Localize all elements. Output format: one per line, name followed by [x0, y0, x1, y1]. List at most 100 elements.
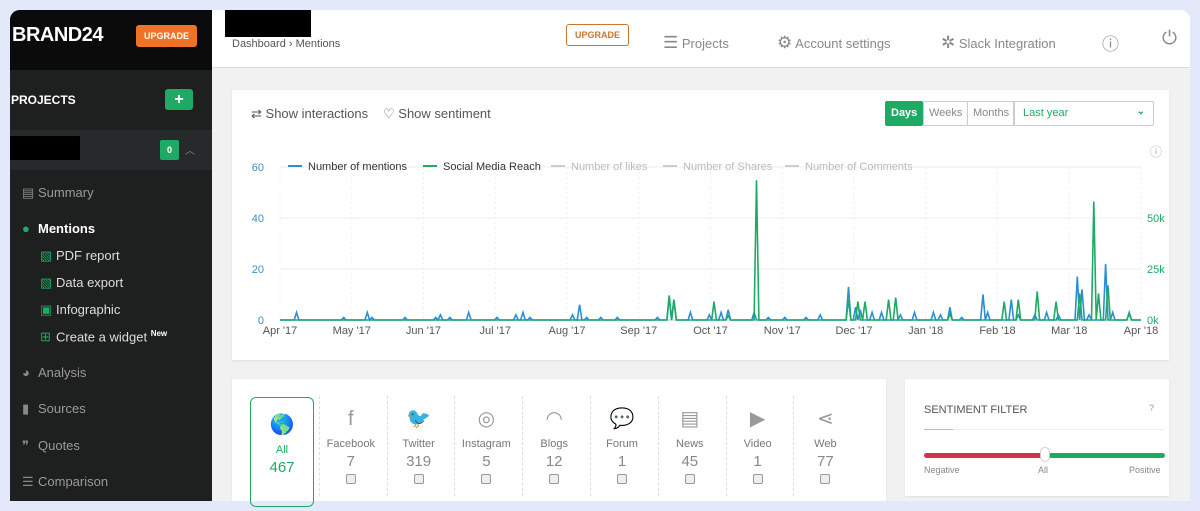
- source-count: 77: [817, 453, 834, 470]
- youtube-icon: ▶: [749, 408, 766, 430]
- source-count: 467: [269, 459, 295, 476]
- help-icon[interactable]: ⓘ: [1102, 35, 1119, 54]
- source-count: 5: [482, 453, 491, 470]
- divider: [522, 396, 524, 496]
- divider: [924, 429, 1164, 430]
- sentiment-slider-handle[interactable]: [1039, 447, 1050, 462]
- chevron-up-icon[interactable]: ︿: [185, 146, 195, 157]
- pdf-icon: ▧: [40, 248, 53, 263]
- account-settings-link[interactable]: ⚙ Account settings: [777, 33, 891, 52]
- source-checkbox[interactable]: [481, 474, 492, 484]
- all-label: All: [1038, 465, 1049, 475]
- source-web[interactable]: ⋖ Web 77: [792, 408, 858, 484]
- source-forum[interactable]: 💬 Forum 1: [589, 408, 655, 484]
- divider: [386, 396, 388, 496]
- source-label: News: [676, 438, 704, 450]
- source-instagram[interactable]: ◎ Instagram 5: [453, 408, 519, 484]
- sidebar-item-sources[interactable]: ▮ Sources: [22, 401, 86, 416]
- source-label: Forum: [606, 438, 638, 450]
- gear-icon: ⚙: [777, 33, 793, 52]
- source-label: All: [275, 444, 289, 456]
- list-icon: ☰: [22, 474, 34, 489]
- sidebar-item-comparison[interactable]: ☰ Comparison: [22, 474, 109, 489]
- source-count: 7: [346, 453, 355, 470]
- sidebar-item-create-widget[interactable]: ⊞ Create a widget New: [40, 329, 168, 345]
- sidebar-item-data-export[interactable]: ▧ Data export: [40, 275, 124, 290]
- source-count: 319: [406, 453, 432, 470]
- sentiment-title: SENTIMENT FILTER: [924, 404, 1028, 416]
- sidebar-item-infographic[interactable]: ▣ Infographic: [40, 302, 121, 317]
- show-sentiment-toggle[interactable]: ♡ Show sentiment: [383, 106, 491, 121]
- divider: [454, 396, 456, 496]
- source-label: Web: [814, 438, 837, 450]
- source-checkbox[interactable]: [820, 474, 831, 484]
- source-checkbox[interactable]: [345, 474, 356, 484]
- sidebar-item-mentions[interactable]: ● Mentions: [22, 221, 96, 236]
- source-count: 1: [753, 453, 762, 470]
- briefcase-icon: ▮: [22, 401, 30, 416]
- facebook-icon: f: [348, 408, 354, 430]
- breadcrumb: Dashboard › Mentions: [232, 38, 341, 50]
- brand-logo[interactable]: BRAND24: [12, 24, 103, 46]
- newspaper-icon: ▤: [680, 408, 700, 430]
- days-button[interactable]: Days: [885, 101, 924, 126]
- instagram-icon: ◎: [477, 408, 496, 430]
- upgrade-button[interactable]: UPGRADE: [136, 25, 198, 47]
- globe-icon: 🌎: [269, 414, 295, 436]
- negative-label: Negative: [924, 465, 960, 475]
- puzzle-gear-icon: ✲: [941, 33, 956, 52]
- divider: [725, 396, 727, 496]
- weeks-button[interactable]: Weeks: [923, 101, 969, 126]
- source-checkbox[interactable]: [617, 474, 627, 484]
- source-blogs[interactable]: ◠ Blogs 12: [521, 408, 587, 484]
- sidebar-item-pdf-report[interactable]: ▧ PDF report: [40, 248, 120, 263]
- source-checkbox[interactable]: [413, 474, 424, 484]
- redacted-title: [225, 10, 311, 37]
- sidebar-item-quotes[interactable]: ❞ Quotes: [22, 438, 80, 453]
- source-label: Video: [743, 438, 772, 450]
- projects-menu[interactable]: ☰ Projects: [663, 33, 729, 52]
- source-count: 1: [617, 453, 627, 470]
- source-checkbox[interactable]: [549, 474, 560, 484]
- positive-label: Positive: [1129, 465, 1161, 475]
- sidebar-item-summary[interactable]: ▤ Summary: [22, 185, 94, 200]
- power-icon[interactable]: ⏻: [1162, 28, 1178, 49]
- top-header: Dashboard › Mentions UPGRADE ☰ Projects …: [212, 10, 1190, 68]
- rss-icon: ◠: [545, 408, 563, 430]
- project-row[interactable]: 0 ︿: [10, 130, 212, 170]
- source-twitter[interactable]: 🐦 Twitter 319: [386, 408, 452, 484]
- source-checkbox[interactable]: [752, 474, 763, 484]
- breadcrumb-dashboard[interactable]: Dashboard: [232, 38, 286, 50]
- comments-icon: ●: [22, 221, 30, 236]
- share-icon: ⋖: [817, 408, 834, 430]
- source-label: Instagram: [461, 438, 511, 450]
- twitter-icon: 🐦: [406, 408, 432, 430]
- menu-icon: ☰: [663, 33, 679, 52]
- divider: [657, 396, 659, 496]
- projects-label: PROJECTS: [11, 93, 76, 107]
- chart-help-icon[interactable]: ⓘ: [1150, 145, 1163, 159]
- sentiment-card: [905, 379, 1169, 496]
- source-label: Facebook: [326, 438, 375, 450]
- sentiment-help-icon[interactable]: ?: [1149, 403, 1155, 413]
- project-count-badge: 0: [160, 140, 179, 160]
- projects-header: PROJECTS +: [10, 70, 212, 130]
- sidebar-item-analysis[interactable]: ◕ Analysis: [22, 365, 87, 380]
- source-checkbox[interactable]: [684, 474, 695, 484]
- pie-chart-icon: ◕: [22, 365, 30, 380]
- add-project-button[interactable]: +: [165, 89, 193, 110]
- new-badge: New: [150, 329, 168, 338]
- show-interactions-toggle[interactable]: ⇄ Show interactions: [251, 106, 369, 121]
- quote-icon: ❞: [22, 438, 29, 453]
- slack-integration-link[interactable]: ✲ Slack Integration: [941, 33, 1056, 52]
- source-all[interactable]: 🌎 All 467: [250, 397, 314, 507]
- upgrade-button[interactable]: UPGRADE: [566, 24, 630, 46]
- months-button[interactable]: Months: [967, 101, 1016, 126]
- logo-bar: BRAND24 UPGRADE: [10, 10, 212, 70]
- redacted-project-name: [10, 136, 80, 160]
- source-news[interactable]: ▤ News 45: [657, 408, 723, 484]
- source-facebook[interactable]: f Facebook 7: [318, 408, 384, 484]
- source-video[interactable]: ▶ Video 1: [725, 408, 791, 484]
- date-range-select[interactable]: Last year ⌄: [1013, 101, 1154, 126]
- source-label: Blogs: [540, 438, 568, 450]
